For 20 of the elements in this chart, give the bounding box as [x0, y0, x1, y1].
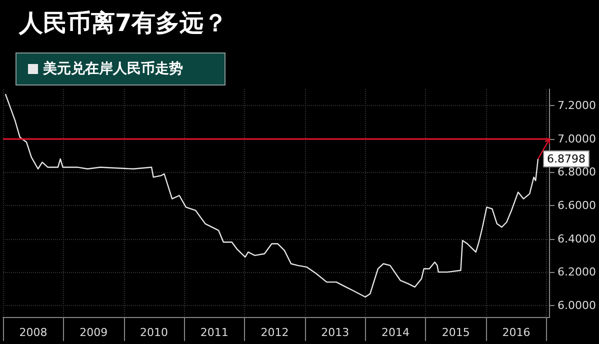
- y-tick-label: 6.6000: [558, 198, 596, 212]
- y-tick-label: 7.2000: [558, 99, 596, 112]
- legend-label: 美元兑在岸人民币走势: [42, 60, 183, 77]
- y-tick-label: 6.4000: [558, 232, 596, 246]
- x-tick-label: 2010: [140, 326, 168, 339]
- y-tick-label: 6.8000: [558, 166, 596, 179]
- x-tick-label: 2013: [321, 326, 350, 339]
- line-series: [4, 93, 539, 298]
- y-tick-label: 6.0000: [558, 298, 596, 312]
- x-tick-label: 2014: [382, 326, 410, 339]
- x-tick-label: 2008: [19, 326, 48, 339]
- y-tick-label: 7.0000: [558, 132, 596, 146]
- data-label: 6.8798: [547, 152, 586, 166]
- x-tick-label: 2016: [502, 326, 530, 339]
- y-tick-label: 6.2000: [558, 266, 596, 279]
- chart-title: 人民币离7有多远？: [18, 9, 228, 37]
- x-tick-label: 2015: [442, 326, 470, 339]
- x-tick-label: 2012: [260, 326, 289, 339]
- x-tick-label: 2009: [80, 326, 108, 339]
- x-tick-label: 2011: [200, 326, 228, 339]
